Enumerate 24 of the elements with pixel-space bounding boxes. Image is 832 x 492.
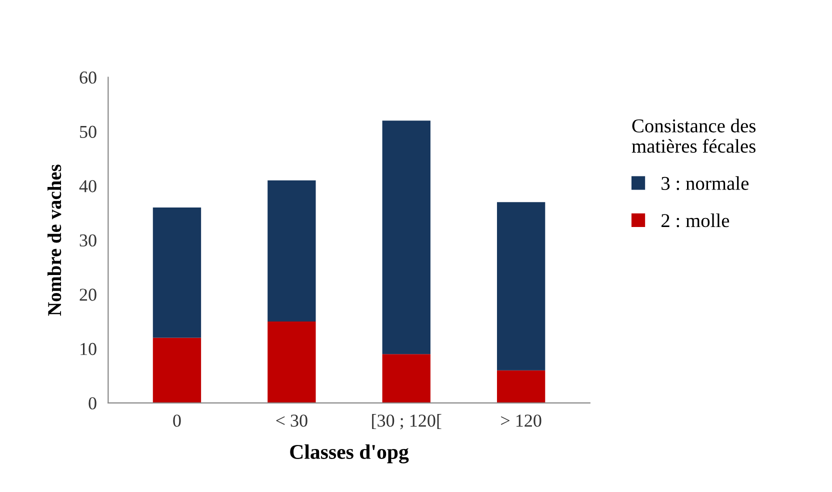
x-axis-title: Classes d'opg xyxy=(290,444,409,464)
y-tick-label: 40 xyxy=(79,180,96,192)
y-tick-label: 30 xyxy=(80,234,96,247)
y-tick-label: 60 xyxy=(80,72,96,84)
y-tick-label: 20 xyxy=(80,288,96,301)
bar xyxy=(496,202,546,370)
legend-title: Consistance des matières fécales xyxy=(632,118,756,153)
x-tick-label: [30 ; 120[ xyxy=(372,414,442,430)
bar xyxy=(268,180,316,322)
legend-label: 3 : normale xyxy=(662,176,749,190)
bar xyxy=(152,338,202,403)
y-tick-label: 50 xyxy=(80,126,96,138)
y-axis-title: Nombre de vaches xyxy=(47,164,62,316)
y-tick-label: 10 xyxy=(80,342,96,356)
bar xyxy=(496,370,546,403)
legend-label: 2 : molle xyxy=(661,214,730,228)
y-tick-label: 0 xyxy=(88,397,96,410)
x-tick-label: < 30 xyxy=(276,414,308,427)
bar xyxy=(382,120,430,354)
x-tick-label: 0 xyxy=(173,414,181,427)
bar xyxy=(152,208,202,338)
bar xyxy=(268,322,316,403)
bar xyxy=(382,354,430,403)
x-tick-label: > 120 xyxy=(501,414,542,427)
